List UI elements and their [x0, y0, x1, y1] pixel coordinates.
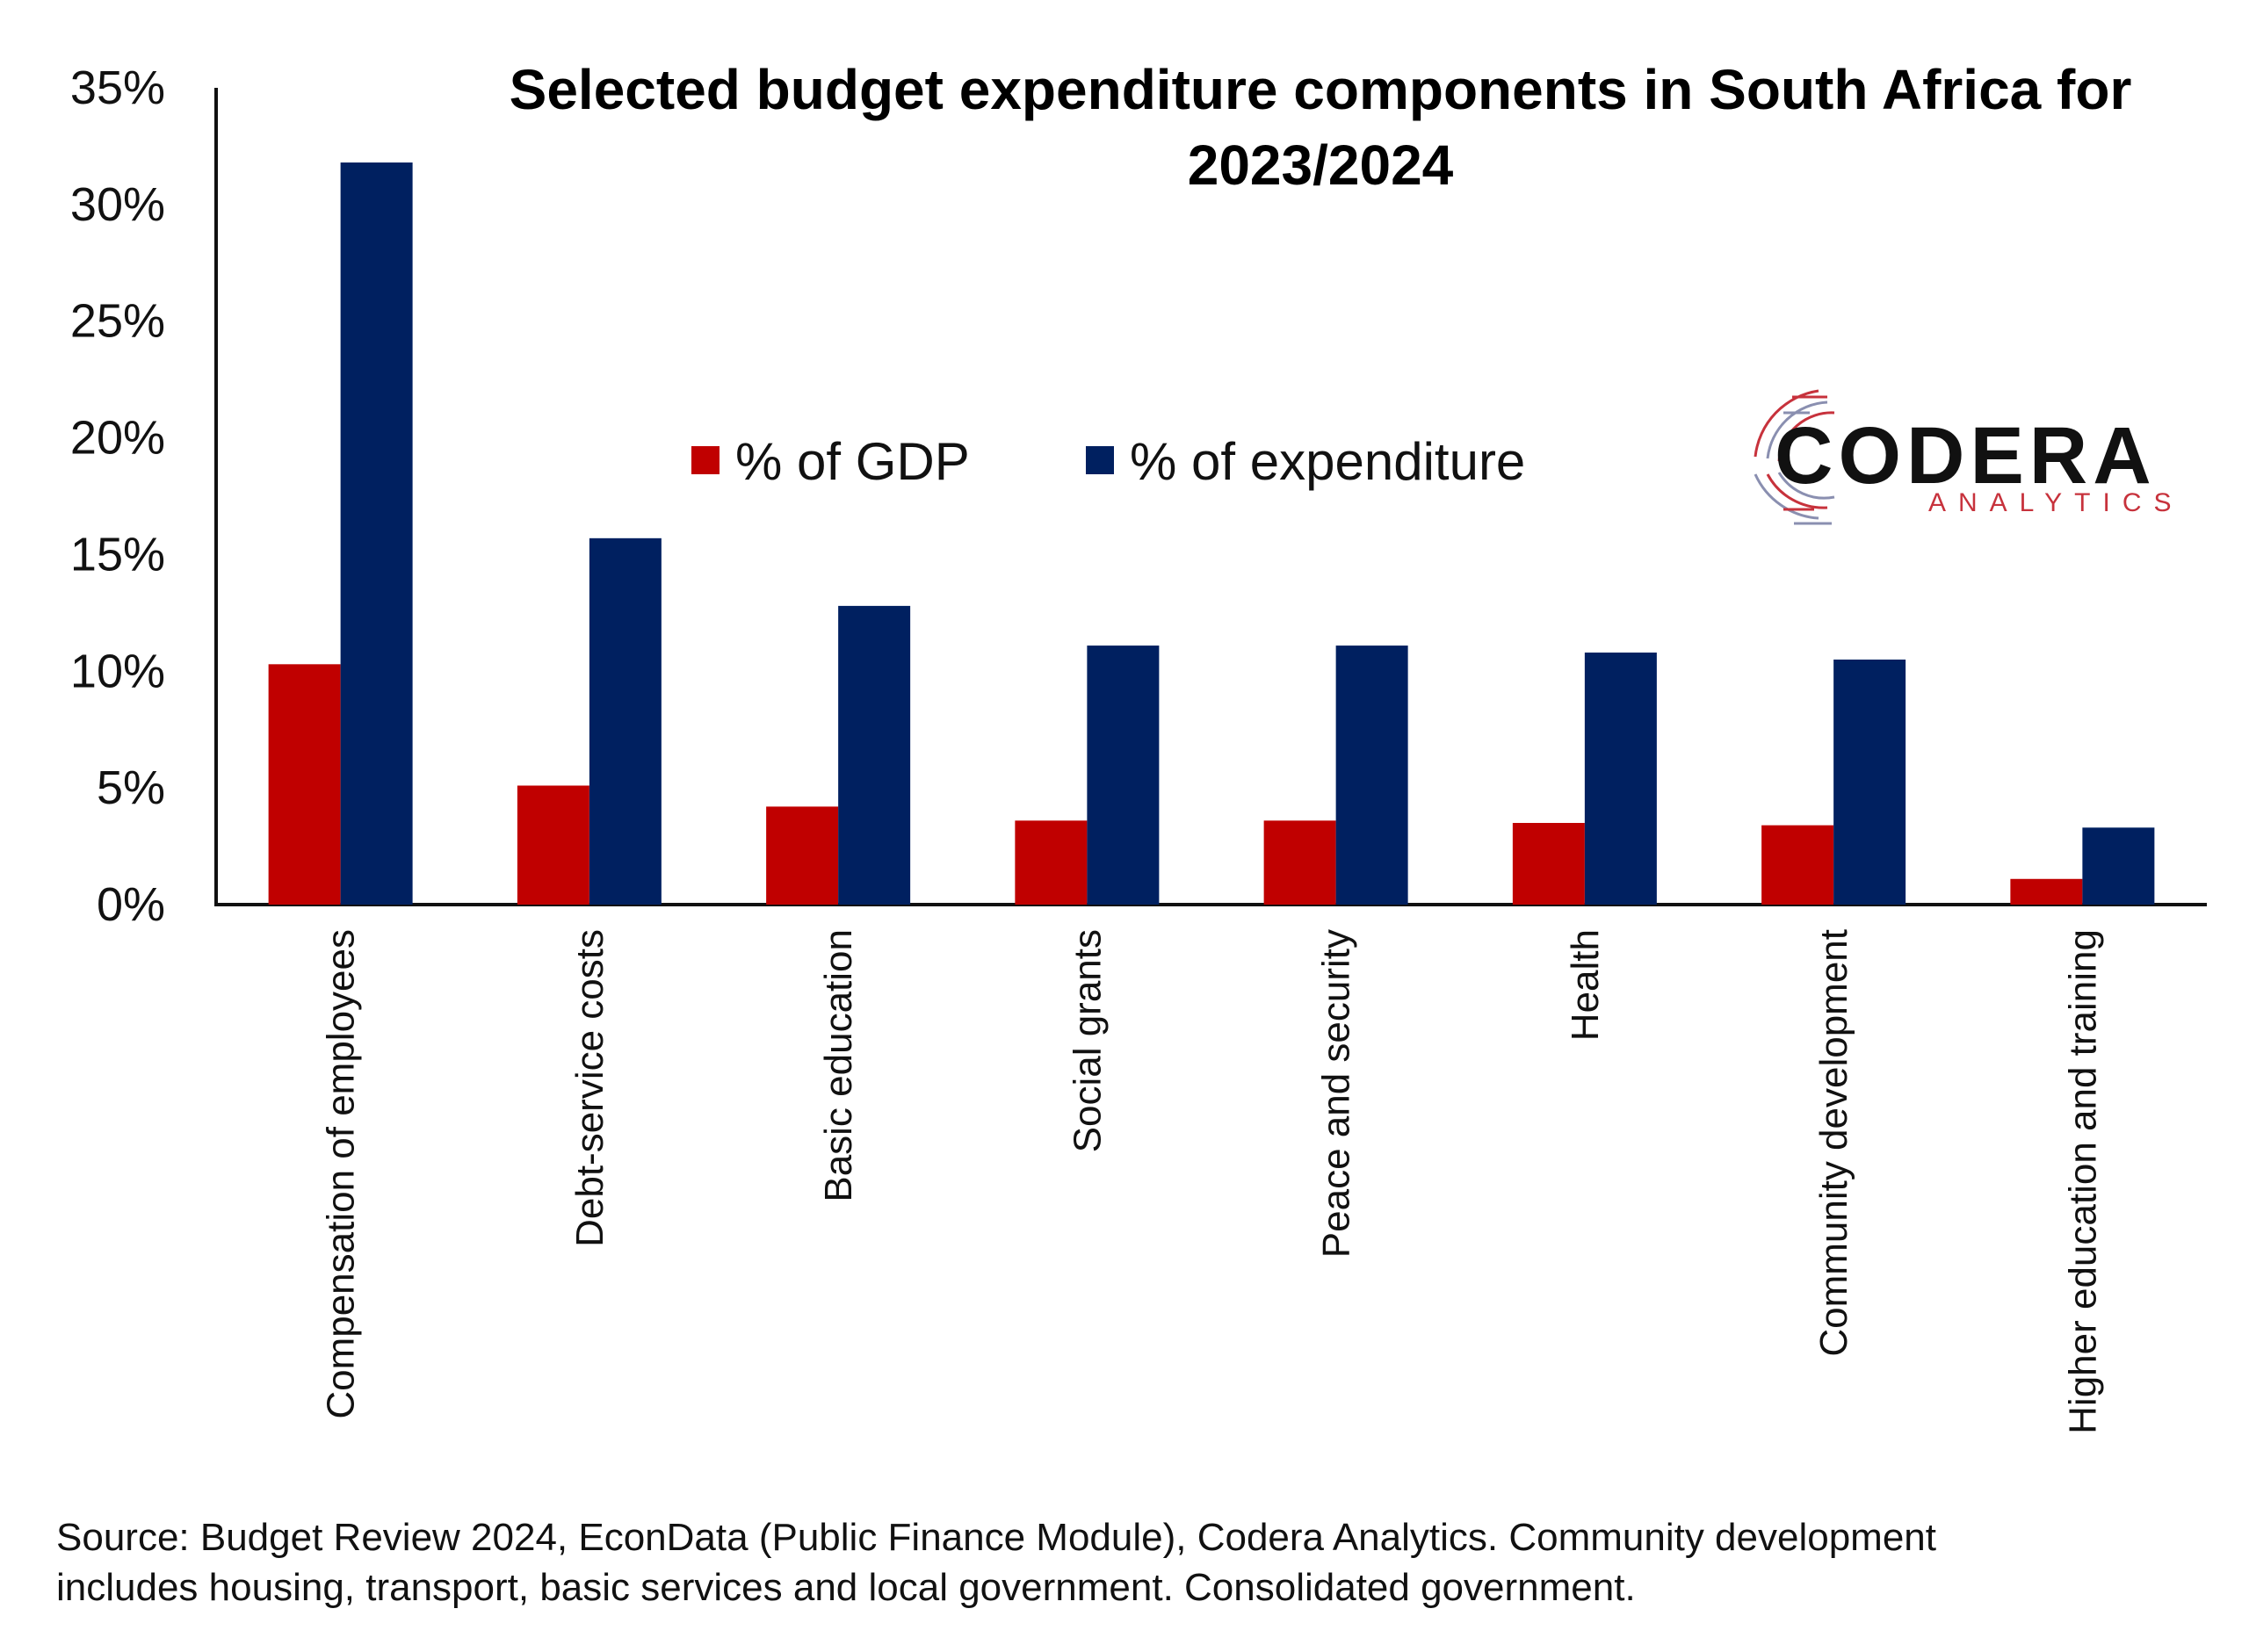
- y-tick-label: 15%: [70, 528, 165, 581]
- legend: % of GDP % of expenditure: [691, 432, 1525, 491]
- bar-gdp: [1263, 820, 1336, 905]
- bar-expenditure: [838, 605, 911, 905]
- x-category-label: Basic education: [817, 929, 860, 1202]
- x-category-label: Compensation of employees: [320, 929, 363, 1419]
- y-tick-label: 30%: [70, 178, 165, 231]
- bar-gdp: [268, 664, 341, 905]
- bar-expenditure: [1584, 653, 1657, 905]
- chart-title-line-1: Selected budget expenditure components i…: [510, 58, 2132, 121]
- bar-gdp: [517, 785, 589, 905]
- bars: [268, 162, 2155, 905]
- bar-expenditure: [1833, 660, 1906, 905]
- codera-logo: CODERA ANALYTICS: [1754, 389, 2184, 525]
- y-tick-label: 20%: [70, 412, 165, 465]
- x-category-label: Community development: [1812, 929, 1855, 1357]
- bar-expenditure: [1335, 646, 1408, 905]
- logo-wordmark: CODERA: [1775, 411, 2157, 501]
- legend-swatch-expenditure: [1086, 446, 1114, 474]
- y-tick-label: 10%: [70, 645, 165, 697]
- bar-expenditure: [2082, 827, 2155, 905]
- legend-label-gdp: % of GDP: [735, 432, 970, 491]
- logo-subtitle: ANALYTICS: [1928, 488, 2184, 517]
- legend-label-expenditure: % of expenditure: [1130, 432, 1525, 491]
- logo-mark-icon: [1754, 389, 1835, 525]
- y-tick-label: 5%: [97, 761, 165, 814]
- x-category-label: Peace and security: [1315, 929, 1358, 1258]
- bar-expenditure: [589, 537, 662, 905]
- y-axis-ticks: 0% 5% 10% 15% 20% 25% 30% 35%: [70, 61, 165, 931]
- x-category-label: Debt-service costs: [568, 929, 611, 1247]
- x-category-label: Social grants: [1066, 929, 1109, 1152]
- bar-gdp: [2010, 878, 2083, 905]
- y-tick-label: 0%: [97, 878, 165, 931]
- source-note-line-2: includes housing, transport, basic servi…: [56, 1566, 1636, 1609]
- chart-title-line-2: 2023/2024: [1188, 133, 1454, 197]
- y-tick-label: 25%: [70, 295, 165, 348]
- bar-gdp: [1512, 823, 1585, 905]
- y-tick-label: 35%: [70, 61, 165, 114]
- bar-gdp: [1015, 820, 1088, 905]
- source-note-line-1: Source: Budget Review 2024, EconData (Pu…: [56, 1516, 1936, 1559]
- bar-gdp: [766, 806, 839, 905]
- x-category-label: Health: [1564, 929, 1607, 1041]
- bar-gdp: [1761, 825, 1834, 905]
- bar-expenditure: [1087, 646, 1160, 905]
- x-axis-labels: Compensation of employees Debt-service co…: [320, 929, 2105, 1434]
- x-category-label: Higher education and training: [2061, 929, 2104, 1434]
- bar-expenditure: [340, 162, 413, 905]
- legend-swatch-gdp: [691, 446, 720, 474]
